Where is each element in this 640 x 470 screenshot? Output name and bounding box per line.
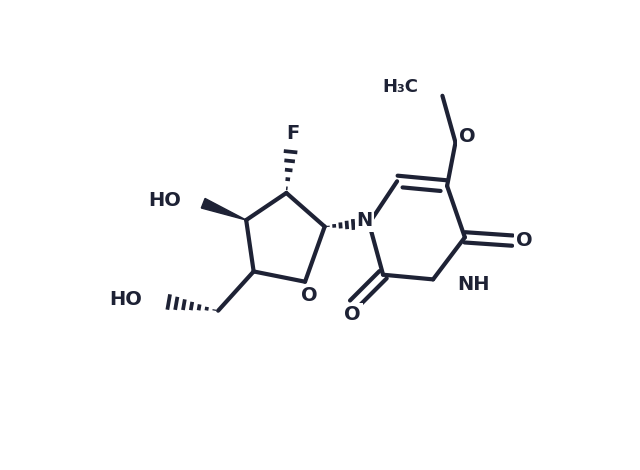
Text: O: O	[516, 231, 532, 250]
Text: O: O	[301, 286, 318, 305]
Text: NH: NH	[458, 274, 490, 294]
Text: N: N	[356, 212, 372, 230]
Polygon shape	[202, 198, 246, 220]
Text: F: F	[287, 124, 300, 143]
Text: O: O	[459, 127, 476, 146]
Text: HO: HO	[109, 290, 143, 308]
Text: O: O	[344, 305, 361, 324]
Text: HO: HO	[148, 191, 180, 211]
Text: H₃C: H₃C	[382, 78, 418, 96]
